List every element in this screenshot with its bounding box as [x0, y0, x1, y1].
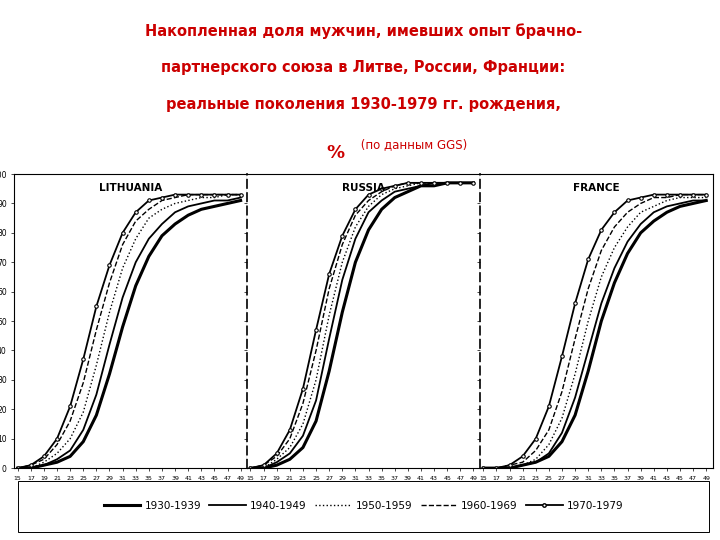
Text: %: %: [327, 144, 345, 162]
Text: RUSSIA: RUSSIA: [342, 183, 385, 193]
Text: партнерского союза в Литве, России, Франции:: партнерского союза в Литве, России, Фран…: [161, 60, 566, 75]
Text: (по данным GGS): (по данным GGS): [356, 138, 467, 151]
Legend: 1930-1939, 1940-1949, 1950-1959, 1960-1969, 1970-1979: 1930-1939, 1940-1949, 1950-1959, 1960-19…: [104, 501, 624, 511]
Text: FRANCE: FRANCE: [573, 183, 620, 193]
Text: реальные поколения 1930-1979 гг. рождения,: реальные поколения 1930-1979 гг. рождени…: [166, 98, 561, 112]
Bar: [18, 481, 709, 532]
Text: LITHUANIA: LITHUANIA: [99, 183, 163, 193]
Text: Накопленная доля мужчин, имевших опыт брачно-: Накопленная доля мужчин, имевших опыт бр…: [145, 23, 582, 39]
